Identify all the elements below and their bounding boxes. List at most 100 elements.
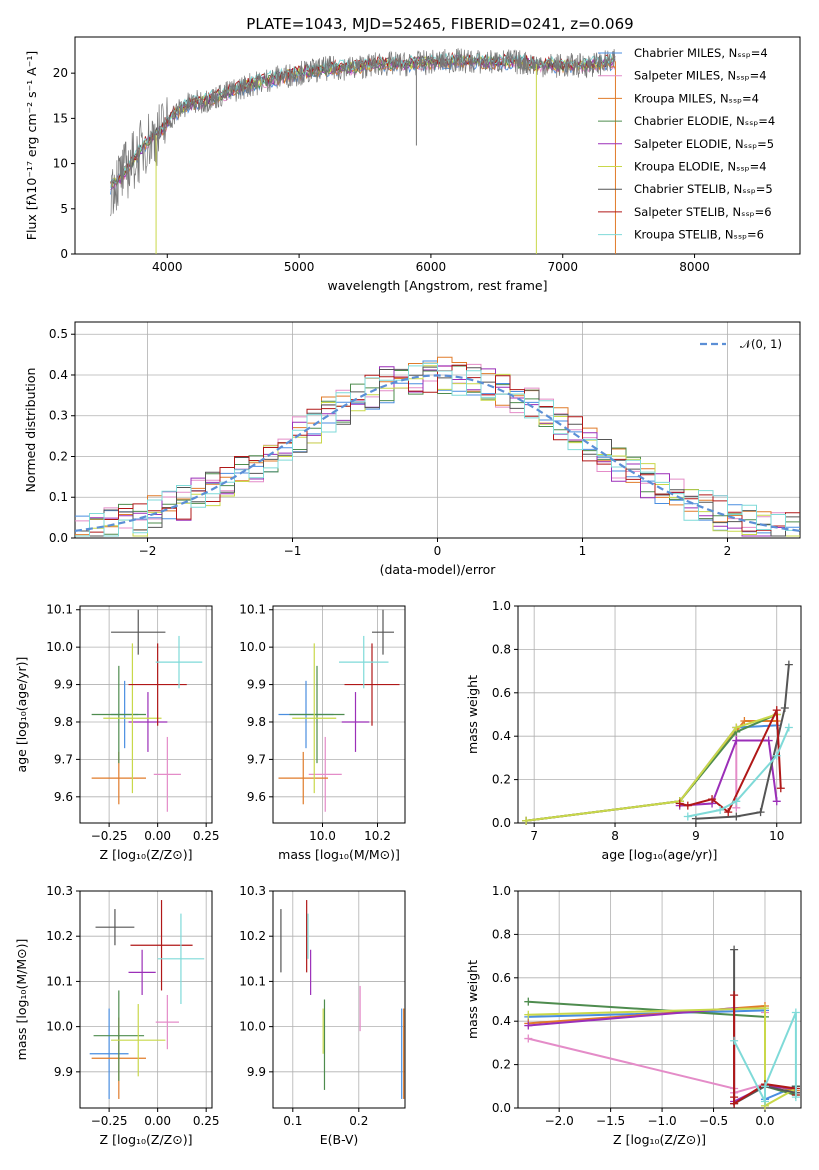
y-tick-label: 0.2 xyxy=(492,1058,511,1072)
y-tick-label: 9.8 xyxy=(247,715,266,729)
y-tick-label: 9.9 xyxy=(247,1065,266,1079)
x-tick-label: 10.2 xyxy=(364,829,391,843)
y-tick-label: 0.0 xyxy=(49,531,68,545)
y-tick-label: 0.4 xyxy=(492,1014,511,1028)
y-tick-label: 0.4 xyxy=(492,729,511,743)
x-tick-label: 0.25 xyxy=(193,1114,220,1128)
mass-weight-marker xyxy=(772,797,781,806)
mass-weight-marker xyxy=(716,805,725,814)
model-spectrum-line xyxy=(110,53,616,185)
legend-entry: Kroupa ELODIE, Nₛₛₚ=4 xyxy=(634,160,767,174)
y-tick-label: 15 xyxy=(53,111,68,125)
mass-weight-marker xyxy=(730,1036,739,1045)
legend-entry: Salpeter ELODIE, Nₛₛₚ=5 xyxy=(634,137,774,151)
mass-weight-marker xyxy=(708,795,717,804)
mass-vs-metallicity-panel: −0.25 0.00 0.25 9.9 10.0 10.1 10.2 10.3 Z [log₁₀… xyxy=(14,884,220,1147)
mass-weight-marker xyxy=(675,799,684,808)
y-tick-label: 5 xyxy=(60,202,68,216)
y-tick-label: 9.6 xyxy=(54,790,73,804)
y-tick-label: 10.3 xyxy=(46,884,73,898)
x-tick-label: 0 xyxy=(434,544,442,558)
y-tick-label: 0.0 xyxy=(492,816,511,830)
y-tick-label: 10.2 xyxy=(239,929,266,943)
y-tick-label: 0.8 xyxy=(492,642,511,656)
y-tick-label: 1.0 xyxy=(492,884,511,898)
y-tick-label: 9.9 xyxy=(247,678,266,692)
legend-entry: Chabrier STELIB, Nₛₛₚ=5 xyxy=(634,182,773,196)
x-tick-label: 10.0 xyxy=(309,829,336,843)
y-tick-label: 9.7 xyxy=(247,752,266,766)
model-spectrum-line xyxy=(110,52,616,188)
y-tick-label: 10.1 xyxy=(46,603,73,617)
legend-entry: Kroupa STELIB, Nₛₛₚ=6 xyxy=(634,228,764,242)
y-tick-label: 0.1 xyxy=(49,490,68,504)
mass-weight-marker xyxy=(732,736,741,745)
mass-weight-marker xyxy=(524,1021,533,1030)
axes-frame xyxy=(517,605,802,824)
y-tick-label: 9.9 xyxy=(54,1065,73,1079)
y-tick-label: 0.0 xyxy=(492,1101,511,1115)
mass-weight-marker xyxy=(724,808,733,817)
x-tick-label: −1.0 xyxy=(648,1114,677,1128)
axes-frame xyxy=(79,890,213,1109)
mass-weight-marker xyxy=(730,1099,739,1108)
y-axis-label: Normed distribution xyxy=(23,368,38,493)
x-axis-label: Z [log₁₀(Z/Z⊙)] xyxy=(100,1132,193,1147)
x-axis-label: age [log₁₀(age/yr)] xyxy=(602,847,718,862)
gaussian-reference-line xyxy=(75,374,800,532)
y-tick-label: 10.1 xyxy=(239,974,266,988)
x-tick-label: 4000 xyxy=(152,260,183,274)
y-tick-label: 10.2 xyxy=(46,929,73,943)
x-tick-label: 10 xyxy=(769,829,784,843)
mass-vs-ebv-panel: 0.1 0.2 9.9 10.0 10.1 10.2 10.3 E(B-V) xyxy=(239,884,406,1147)
mass-weight-vs-metallicity-panel: −2.0 −1.5 −1.0 −0.5 0.0 0.0 0.2 0.4 0.6 0.8 1.0 Z [… xyxy=(465,884,802,1147)
mass-weight-vs-age-panel: 7 8 9 10 0.0 0.2 0.4 0.6 0.8 1.0 age [log₁₀(age/yr… xyxy=(465,599,802,862)
y-tick-label: 0.3 xyxy=(49,409,68,423)
mass-weight-marker xyxy=(524,1034,533,1043)
age-vs-metallicity-panel: −0.25 0.00 0.25 9.6 9.7 9.8 9.9 10.0 10.1 Z [log₁… xyxy=(14,603,220,862)
legend-entry: Chabrier MILES, Nₛₛₚ=4 xyxy=(634,46,768,60)
mass-weight-marker xyxy=(730,991,739,1000)
x-tick-label: 7000 xyxy=(547,260,578,274)
mass-weight-marker xyxy=(760,1082,769,1091)
x-axis-label: E(B-V) xyxy=(320,1132,359,1147)
x-tick-label: −2 xyxy=(139,544,157,558)
mass-weight-marker xyxy=(522,816,531,825)
x-tick-label: −0.25 xyxy=(91,829,128,843)
model-spectrum-line xyxy=(110,51,616,185)
mass-weight-marker xyxy=(740,717,749,726)
x-tick-label: 5000 xyxy=(284,260,315,274)
x-tick-label: 8000 xyxy=(679,260,710,274)
residuals-panel: −2 −1 0 1 2 0.0 0.1 0.2 0.3 0.4 0.5 (data-model)/er… xyxy=(23,321,801,577)
figure-title: PLATE=1043, MJD=52465, FIBERID=0241, z=0… xyxy=(246,15,633,33)
y-tick-label: 0.6 xyxy=(492,971,511,985)
mass-weight-marker xyxy=(780,703,789,712)
observed-spectrum-line xyxy=(110,48,616,217)
y-tick-label: 0.5 xyxy=(49,327,68,341)
x-axis-label: wavelength [Angstrom, rest frame] xyxy=(327,278,547,293)
x-tick-label: −0.5 xyxy=(699,1114,728,1128)
y-tick-label: 0.6 xyxy=(492,686,511,700)
mass-weight-marker xyxy=(730,945,739,954)
y-axis-label: mass [log₁₀(M/M⊙)] xyxy=(14,939,29,1061)
x-axis-label: Z [log₁₀(Z/Z⊙)] xyxy=(100,847,193,862)
x-tick-label: 2 xyxy=(724,544,732,558)
x-tick-label: 0.25 xyxy=(193,829,220,843)
x-tick-label: 0.00 xyxy=(144,829,171,843)
mass-weight-marker xyxy=(760,1097,769,1106)
y-tick-label: 1.0 xyxy=(492,599,511,613)
y-tick-label: 10.1 xyxy=(239,603,266,617)
x-tick-label: 0.00 xyxy=(144,1114,171,1128)
x-tick-label: 1 xyxy=(579,544,587,558)
residual-histogram xyxy=(75,364,800,537)
mass-weight-line xyxy=(528,1007,797,1108)
mass-weight-marker xyxy=(791,1093,800,1102)
legend-entry: Salpeter STELIB, Nₛₛₚ=6 xyxy=(634,205,772,219)
mass-weight-marker xyxy=(756,808,765,817)
x-tick-label: −1.5 xyxy=(596,1114,625,1128)
y-tick-label: 0.2 xyxy=(49,449,68,463)
mass-weight-marker xyxy=(784,660,793,669)
mass-weight-line xyxy=(525,713,778,822)
y-tick-label: 0.4 xyxy=(49,368,68,382)
